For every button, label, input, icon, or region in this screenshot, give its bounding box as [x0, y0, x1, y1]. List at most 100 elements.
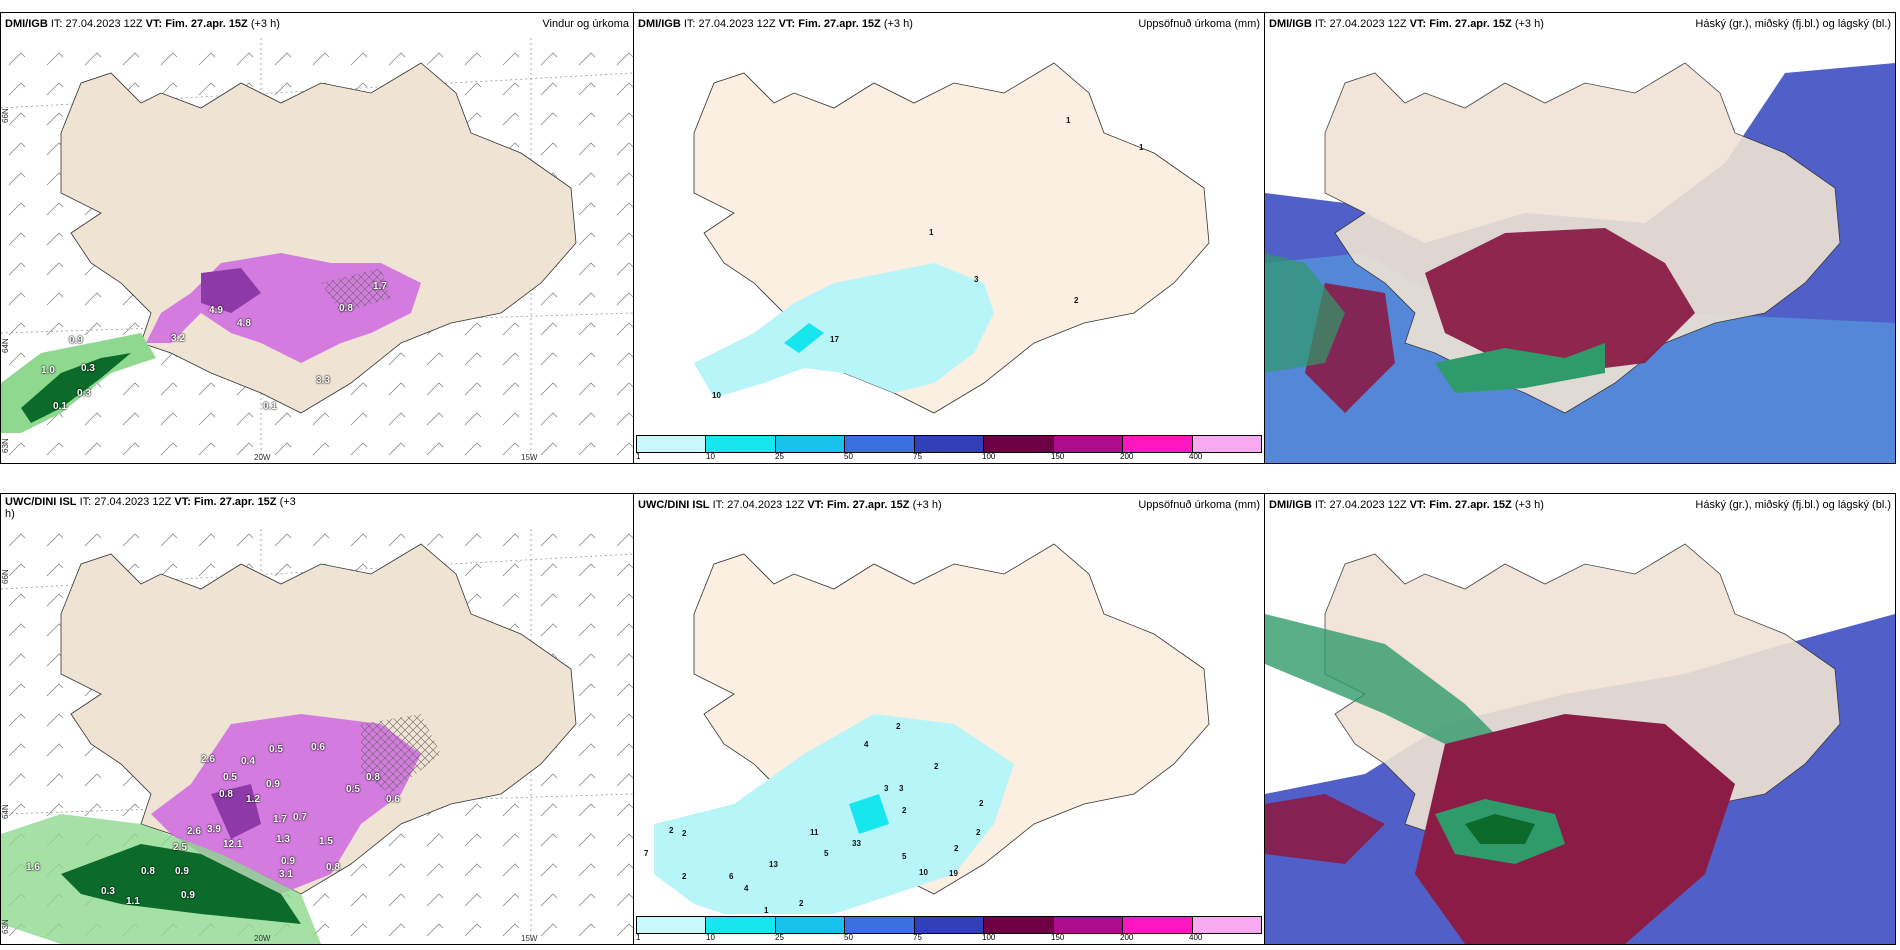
colorbar-label: 200 [1120, 452, 1134, 461]
colorbar-label: 50 [844, 452, 853, 461]
cloud-map [1265, 35, 1895, 463]
value-label: 1 [1066, 116, 1071, 125]
wind-map [1, 13, 633, 463]
cloud-map [1265, 516, 1895, 944]
lat-tick: 66N [1, 108, 10, 123]
value-label: 1.7 [373, 281, 387, 292]
lat-tick: 66N [1, 569, 10, 584]
colorbar-label: 75 [913, 452, 922, 461]
value-label: 0.8 [219, 789, 233, 800]
map-panel-uwc-precip: UWC/DINI ISL IT: 27.04.2023 12Z VT: Fim.… [633, 493, 1265, 945]
lat-tick: 64N [1, 804, 10, 819]
panel-header: UWC/DINI ISL IT: 27.04.2023 12Z VT: Fim.… [634, 494, 1264, 516]
value-label: 33 [852, 839, 861, 848]
value-label: 0.6 [386, 794, 400, 805]
value-label: 5 [824, 849, 829, 858]
value-label: 4.8 [237, 318, 251, 329]
value-label: 0.8 [141, 866, 155, 877]
panel-header: UWC/DINI ISL IT: 27.04.2023 12Z VT: Fim.… [1, 494, 633, 526]
panel-header: DMI/IGB IT: 27.04.2023 12Z VT: Fim. 27.a… [1265, 13, 1895, 35]
precip-map [654, 543, 1210, 924]
value-label: 1 [929, 228, 934, 237]
value-label: 0.3 [81, 363, 95, 374]
map-panel-dmi-precip: DMI/IGB IT: 27.04.2023 12Z VT: Fim. 27.a… [633, 12, 1265, 464]
colorbar: 1 10 25 50 75 100 150 200 400 [634, 914, 1264, 944]
colorbar-label: 50 [844, 933, 853, 942]
precip-map [693, 62, 1210, 414]
value-label: 1 [764, 906, 769, 915]
wind-map [1, 494, 633, 944]
value-label: 0.5 [269, 744, 283, 755]
value-label: 10 [712, 391, 721, 400]
value-label: 2 [934, 762, 939, 771]
value-label: 2.6 [187, 826, 201, 837]
lon-tick: 20W [254, 934, 271, 943]
value-label: 3.2 [171, 333, 185, 344]
value-label: 4.9 [209, 305, 223, 316]
value-label: 0.3 [77, 388, 91, 399]
value-label: 0.8 [326, 862, 340, 873]
value-label: 17 [830, 335, 839, 344]
value-label: 2.5 [173, 842, 187, 853]
lon-tick: 20W [254, 453, 271, 462]
colorbar-label: 400 [1189, 452, 1203, 461]
value-label: 3 [899, 784, 904, 793]
colorbar-label: 150 [1051, 933, 1065, 942]
colorbar-label: 25 [775, 933, 784, 942]
colorbar-label: 10 [706, 452, 715, 461]
value-label: 3.3 [316, 375, 330, 386]
colorbar-label: 400 [1189, 933, 1203, 942]
value-label: 1.3 [276, 834, 290, 845]
colorbar-label: 1 [636, 933, 641, 942]
value-label: 4 [744, 884, 749, 893]
value-label: 2.6 [201, 754, 215, 765]
value-label: 2 [682, 872, 687, 881]
lon-tick: 15W [521, 453, 538, 462]
lat-tick: 63N [1, 919, 10, 934]
value-label: 0.3 [101, 886, 115, 897]
value-label: 0.1 [53, 401, 67, 412]
value-label: 1.0 [41, 365, 55, 376]
value-label: 1.5 [319, 836, 333, 847]
colorbar-label: 100 [982, 452, 996, 461]
value-label: 7 [644, 849, 649, 858]
panel-header: DMI/IGB IT: 27.04.2023 12Z VT: Fim. 27.a… [1, 13, 633, 35]
value-label: 2 [1074, 296, 1079, 305]
value-label: 0.5 [346, 784, 360, 795]
colorbar-label: 25 [775, 452, 784, 461]
value-label: 1.2 [246, 794, 260, 805]
value-label: 1.6 [26, 862, 40, 873]
panel-header: DMI/IGB IT: 27.04.2023 12Z VT: Fim. 27.a… [634, 13, 1264, 35]
colorbar: 1 10 25 50 75 100 150 200 400 [634, 433, 1264, 463]
value-label: 2 [896, 722, 901, 731]
value-label: 0.1 [263, 401, 277, 412]
value-label: 0.9 [69, 335, 83, 346]
value-label: 13 [769, 860, 778, 869]
value-label: 4 [864, 740, 869, 749]
iceland-land [60, 62, 577, 414]
value-label: 2 [799, 899, 804, 908]
panel-header: DMI/IGB IT: 27.04.2023 12Z VT: Fim. 27.a… [1265, 494, 1895, 516]
value-label: 3.1 [279, 869, 293, 880]
colorbar-label: 100 [982, 933, 996, 942]
value-label: 2 [902, 806, 907, 815]
value-label: 11 [810, 828, 819, 837]
value-label: 1.1 [126, 896, 140, 907]
colorbar-label: 1 [636, 452, 641, 461]
value-label: 3 [884, 784, 889, 793]
value-label: 0.5 [223, 772, 237, 783]
value-label: 2 [976, 828, 981, 837]
colorbar-label: 150 [1051, 452, 1065, 461]
colorbar-label: 10 [706, 933, 715, 942]
value-label: 0.7 [293, 812, 307, 823]
value-label: 0.9 [266, 779, 280, 790]
lat-tick: 64N [1, 338, 10, 353]
value-label: 0.8 [366, 772, 380, 783]
value-label: 10 [919, 868, 928, 877]
map-panel-dmi-wind: DMI/IGB IT: 27.04.2023 12Z VT: Fim. 27.a… [0, 12, 634, 464]
value-label: 0.8 [339, 303, 353, 314]
value-label: 5 [902, 852, 907, 861]
value-label: 2 [682, 829, 687, 838]
value-label: 2 [954, 844, 959, 853]
value-label: 19 [949, 869, 958, 878]
